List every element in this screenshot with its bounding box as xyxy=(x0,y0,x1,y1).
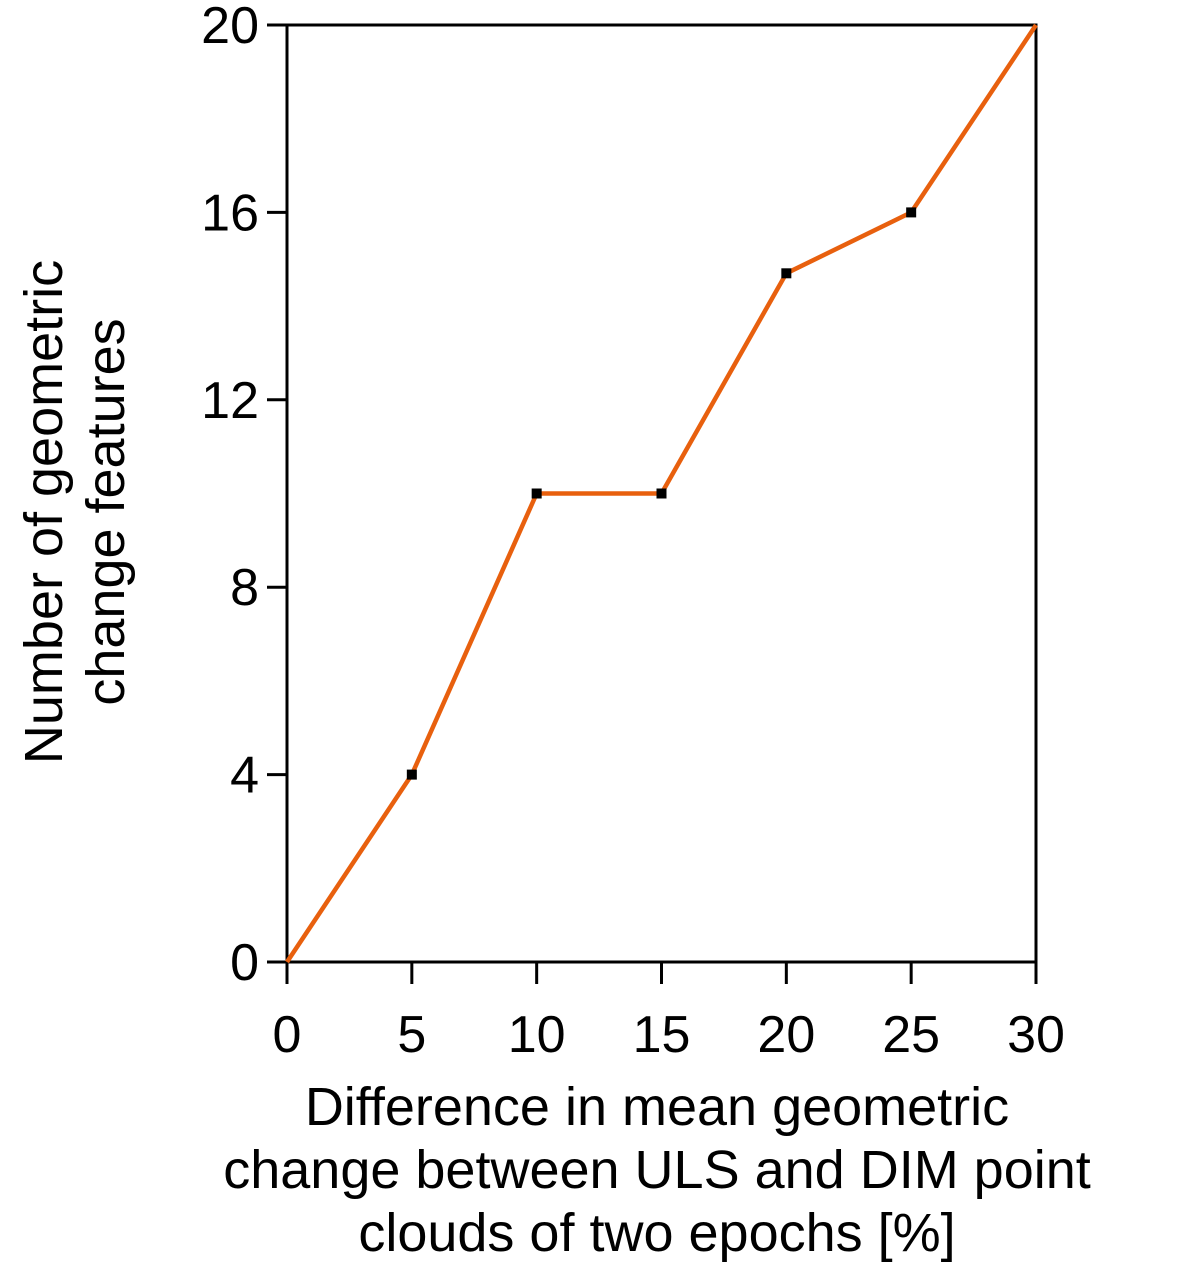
x-tick-label: 25 xyxy=(882,1006,940,1064)
x-tick-label: 15 xyxy=(633,1006,691,1064)
data-point-marker xyxy=(531,488,542,499)
y-axis-title-line: change features xyxy=(76,318,136,705)
x-tick-label: 20 xyxy=(757,1006,815,1064)
x-tick-label: 0 xyxy=(273,1006,302,1064)
data-point-marker xyxy=(906,207,917,218)
x-tick-label: 5 xyxy=(397,1006,426,1064)
data-point-marker xyxy=(781,268,792,279)
x-axis-title-line: Difference in mean geometric xyxy=(305,1077,1009,1137)
y-tick-label: 20 xyxy=(201,0,259,55)
y-axis: 0 4 8 12 16 20 xyxy=(201,0,287,992)
series-layer xyxy=(285,23,1038,964)
y-tick-label: 8 xyxy=(230,559,259,617)
x-axis-title: Difference in mean geometric change betwe… xyxy=(223,1077,1091,1263)
data-point-marker xyxy=(656,488,667,499)
y-axis-title: Number of geometricchange features xyxy=(14,260,136,764)
y-tick-label: 4 xyxy=(230,747,259,805)
x-tick-label: 30 xyxy=(1007,1006,1065,1064)
y-tick-label: 16 xyxy=(201,184,259,242)
x-axis-title-line: change between ULS and DIM point xyxy=(223,1140,1091,1200)
y-tick-label: 0 xyxy=(230,934,259,992)
x-axis-title-line: clouds of two epochs [%] xyxy=(358,1203,955,1263)
y-axis-title-line: Number of geometric xyxy=(14,260,74,764)
y-tick-label: 12 xyxy=(201,372,259,430)
x-tick-label: 10 xyxy=(508,1006,566,1064)
data-point-marker xyxy=(406,769,417,780)
x-axis: 0 5 10 15 20 25 30 xyxy=(273,962,1065,1064)
